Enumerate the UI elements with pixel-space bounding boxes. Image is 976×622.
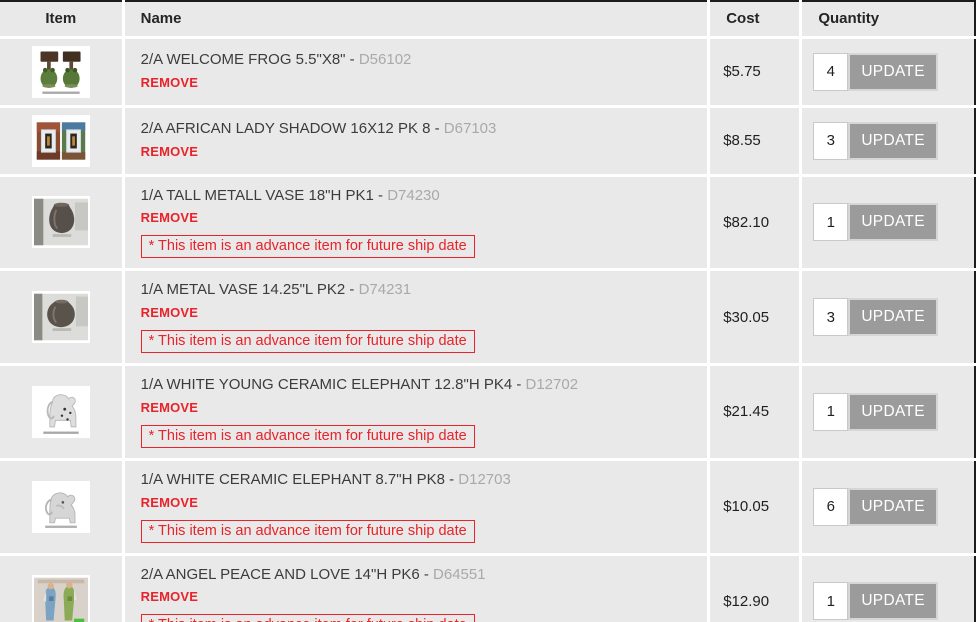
cart-row: 2/A ANGEL PEACE AND LOVE 14"H PK6 - D645… (0, 554, 975, 622)
update-button[interactable]: UPDATE (848, 121, 938, 160)
update-button[interactable]: UPDATE (848, 582, 938, 621)
product-name: 2/A ANGEL PEACE AND LOVE 14"H PK6 - (140, 565, 434, 583)
product-sku: D74231 (358, 281, 412, 299)
update-button[interactable]: UPDATE (848, 52, 938, 91)
product-thumbnail-white-ceramic-elephant[interactable] (31, 480, 90, 533)
product-cost: $8.55 (708, 106, 803, 177)
product-cost: $21.45 (708, 364, 803, 461)
column-header-quantity: Quantity (800, 1, 975, 39)
product-name: 1/A TALL METALL VASE 18"H PK1 - (140, 186, 388, 204)
advance-ship-note: * This item is an advance item for futur… (140, 235, 475, 259)
product-title: 1/A WHITE CERAMIC ELEPHANT 8.7"H PK8 - D… (141, 471, 698, 490)
product-sku: D56102 (358, 51, 412, 69)
product-name: 2/A AFRICAN LADY SHADOW 16X12 PK 8 - (140, 120, 444, 138)
cart-row: 1/A WHITE YOUNG CERAMIC ELEPHANT 12.8"H … (0, 364, 975, 461)
remove-link[interactable]: REMOVE (140, 305, 199, 320)
product-cost: $30.05 (708, 269, 803, 366)
column-header-cost: Cost (708, 1, 803, 39)
cart-row: 1/A TALL METALL VASE 18"H PK1 - D74230 R… (0, 175, 975, 272)
table-header-row: Item Name Cost Quantity (0, 1, 975, 39)
product-name: 1/A WHITE CERAMIC ELEPHANT 8.7"H PK8 - (140, 470, 459, 488)
remove-link[interactable]: REMOVE (140, 399, 199, 415)
remove-link[interactable]: REMOVE (140, 589, 199, 605)
product-name: 2/A WELCOME FROG 5.5"X8" - (140, 51, 359, 69)
product-thumbnail-angels-peace-and-love[interactable] (31, 575, 90, 622)
update-button[interactable]: UPDATE (848, 487, 938, 526)
quantity-input[interactable] (813, 52, 849, 91)
quantity-input[interactable] (813, 487, 849, 526)
product-title: 2/A ANGEL PEACE AND LOVE 14"H PK6 - D645… (141, 566, 698, 585)
update-button[interactable]: UPDATE (848, 392, 938, 431)
product-title: 2/A AFRICAN LADY SHADOW 16X12 PK 8 - D67… (141, 120, 698, 139)
advance-ship-note: * This item is an advance item for futur… (140, 424, 475, 448)
remove-link[interactable]: REMOVE (140, 210, 199, 226)
cart-row: 1/A METAL VASE 14.25"L PK2 - D74231 REMO… (0, 269, 975, 366)
product-thumbnail-welcome-frogs[interactable] (31, 45, 90, 98)
product-thumbnail-white-young-ceramic-elephant[interactable] (31, 385, 90, 438)
product-sku: D12702 (525, 376, 579, 393)
remove-link[interactable]: REMOVE (140, 494, 199, 510)
advance-ship-note: * This item is an advance item for futur… (140, 614, 475, 622)
quantity-input[interactable] (813, 203, 849, 242)
quantity-input[interactable] (813, 121, 849, 160)
product-thumbnail-tall-metal-vase[interactable] (31, 196, 90, 249)
quantity-input[interactable] (813, 298, 849, 337)
product-thumbnail-african-lady-shadow-boxes[interactable] (31, 114, 90, 167)
remove-link[interactable]: REMOVE (140, 143, 199, 159)
cart-row: 2/A WELCOME FROG 5.5"X8" - D56102 REMOVE… (0, 37, 975, 108)
product-title: 1/A WHITE YOUNG CERAMIC ELEPHANT 12.8"H … (141, 376, 698, 395)
column-header-item: Item (0, 1, 125, 39)
product-sku: D64551 (433, 565, 486, 583)
advance-ship-note: * This item is an advance item for futur… (140, 519, 475, 543)
product-cost: $12.90 (708, 554, 803, 622)
cart-row: 1/A WHITE CERAMIC ELEPHANT 8.7"H PK8 - D… (0, 459, 975, 556)
product-title: 2/A WELCOME FROG 5.5"X8" - D56102 (141, 51, 698, 70)
product-title: 1/A TALL METALL VASE 18"H PK1 - D74230 (141, 187, 698, 206)
product-sku: D12703 (458, 470, 511, 488)
quantity-input[interactable] (813, 392, 849, 431)
product-sku: D67103 (443, 120, 497, 138)
quantity-input[interactable] (813, 582, 849, 621)
product-sku: D74230 (387, 186, 440, 204)
product-name: 1/A METAL VASE 14.25"L PK2 - (140, 281, 359, 299)
product-cost: $5.75 (708, 37, 803, 108)
column-header-name: Name (123, 1, 711, 39)
advance-ship-note: * This item is an advance item for futur… (140, 330, 475, 353)
product-title: 1/A METAL VASE 14.25"L PK2 - D74231 (141, 281, 698, 300)
product-thumbnail-metal-vase[interactable] (31, 291, 90, 344)
update-button[interactable]: UPDATE (848, 298, 938, 337)
product-cost: $82.10 (708, 175, 803, 272)
remove-link[interactable]: REMOVE (140, 74, 199, 90)
update-button[interactable]: UPDATE (848, 203, 938, 242)
product-cost: $10.05 (708, 459, 803, 556)
cart-row: 2/A AFRICAN LADY SHADOW 16X12 PK 8 - D67… (0, 106, 975, 177)
product-name: 1/A WHITE YOUNG CERAMIC ELEPHANT 12.8"H … (140, 376, 526, 393)
